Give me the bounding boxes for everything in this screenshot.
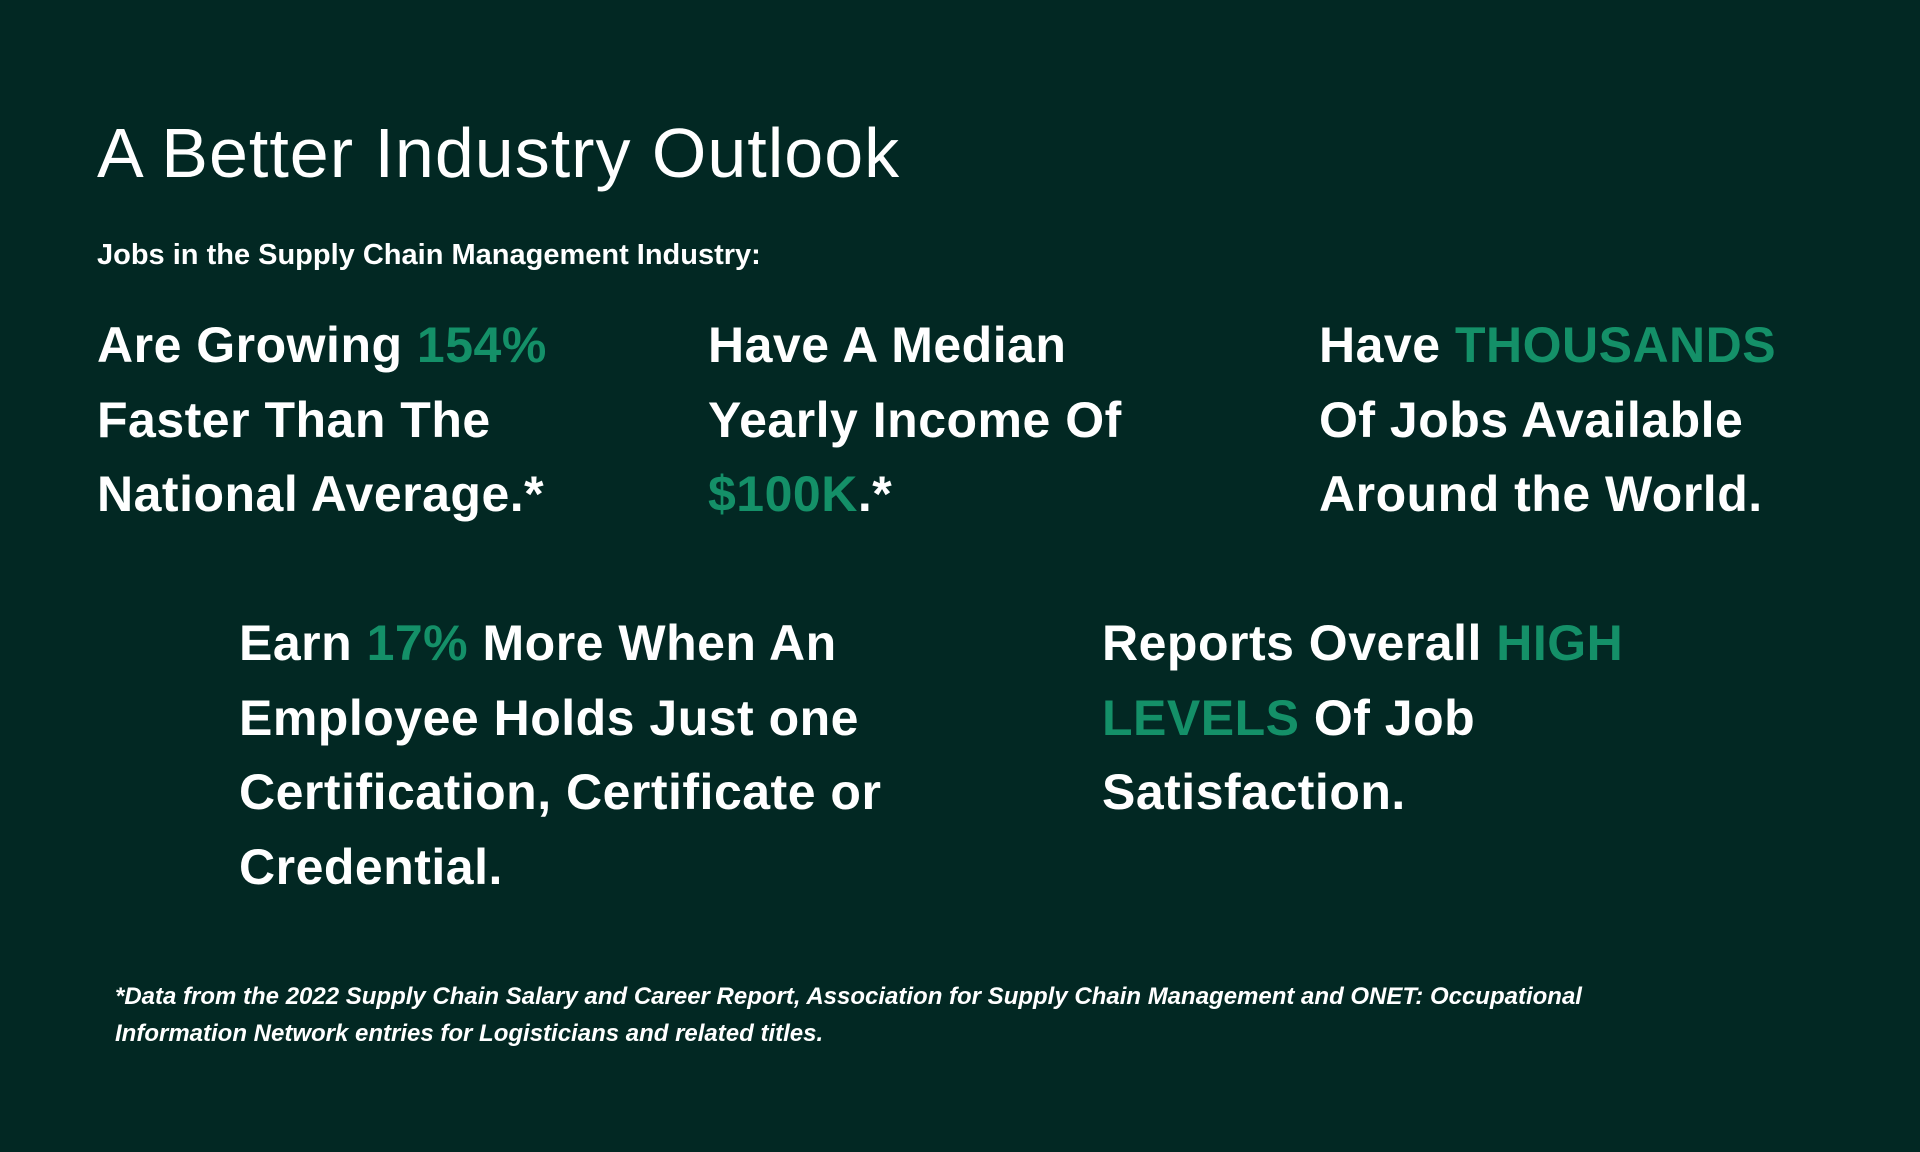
stat-line: Earn 17% More When An: [239, 606, 881, 681]
stat-line: $100K.*: [708, 457, 1122, 532]
highlight-text: LEVELS: [1102, 689, 1300, 746]
stat-certification: Earn 17% More When An Employee Holds Just…: [239, 606, 881, 904]
highlight-text: HIGH: [1496, 615, 1624, 671]
stat-line: Are Growing 154%: [97, 308, 547, 383]
stat-line: Have A Median: [708, 308, 1122, 383]
footnote-line: *Data from the 2022 Supply Chain Salary …: [115, 983, 1582, 1010]
stat-text: Of Job: [1299, 689, 1476, 746]
stat-line: Of Jobs Available: [1319, 383, 1776, 458]
stat-text: National Average.*: [97, 466, 545, 522]
stat-growth: Are Growing 154% Faster Than The National …: [97, 308, 547, 532]
stat-line: Faster Than The: [97, 383, 547, 458]
stat-text: Credential.: [239, 838, 503, 895]
stat-line: Have THOUSANDS: [1319, 308, 1776, 383]
footnote-line: Information Network entries for Logistic…: [115, 1020, 824, 1047]
stat-satisfaction: Reports Overall HIGH LEVELS Of Job Satisfa…: [1102, 606, 1623, 830]
footnote: *Data from the 2022 Supply Chain Salary …: [115, 978, 1582, 1052]
page-subtitle: Jobs in the Supply Chain Management Indu…: [97, 239, 761, 271]
stat-line: Credential.: [239, 830, 881, 905]
page-title: A Better Industry Outlook: [97, 114, 901, 192]
stat-text: Employee Holds Just one: [239, 689, 859, 746]
highlight-text: $100K: [708, 466, 858, 522]
highlight-text: THOUSANDS: [1454, 317, 1777, 373]
stat-income: Have A Median Yearly Income Of $100K.*: [708, 308, 1122, 532]
stat-text: Of Jobs Available: [1319, 391, 1744, 448]
stat-text: Satisfaction.: [1102, 764, 1406, 820]
stat-line: LEVELS Of Job: [1102, 681, 1623, 756]
stat-text: Faster Than The: [97, 391, 491, 448]
stat-line: Certification, Certificate or: [239, 755, 881, 830]
stat-jobs: Have THOUSANDS Of Jobs Available Around th…: [1319, 308, 1776, 532]
stat-line: Satisfaction.: [1102, 755, 1623, 830]
stat-text: Certification, Certificate or: [239, 764, 882, 820]
highlight-text: 154%: [416, 317, 547, 373]
stat-text: Yearly Income Of: [708, 391, 1122, 448]
stat-text: Have: [1319, 317, 1455, 373]
stat-line: Yearly Income Of: [708, 383, 1122, 458]
stat-line: National Average.*: [97, 457, 547, 532]
stat-line: Employee Holds Just one: [239, 681, 881, 756]
stat-line: Around the World.: [1319, 457, 1776, 532]
stat-text: Are Growing: [97, 317, 417, 373]
stat-text: .*: [857, 466, 893, 522]
stat-text: Have A Median: [708, 317, 1067, 373]
stat-text: Around the World.: [1319, 466, 1763, 522]
stat-text: Earn: [239, 615, 367, 671]
stat-text: More When An: [468, 615, 837, 671]
highlight-text: 17%: [366, 615, 469, 671]
stat-line: Reports Overall HIGH: [1102, 606, 1623, 681]
stat-text: Reports Overall: [1102, 615, 1497, 671]
